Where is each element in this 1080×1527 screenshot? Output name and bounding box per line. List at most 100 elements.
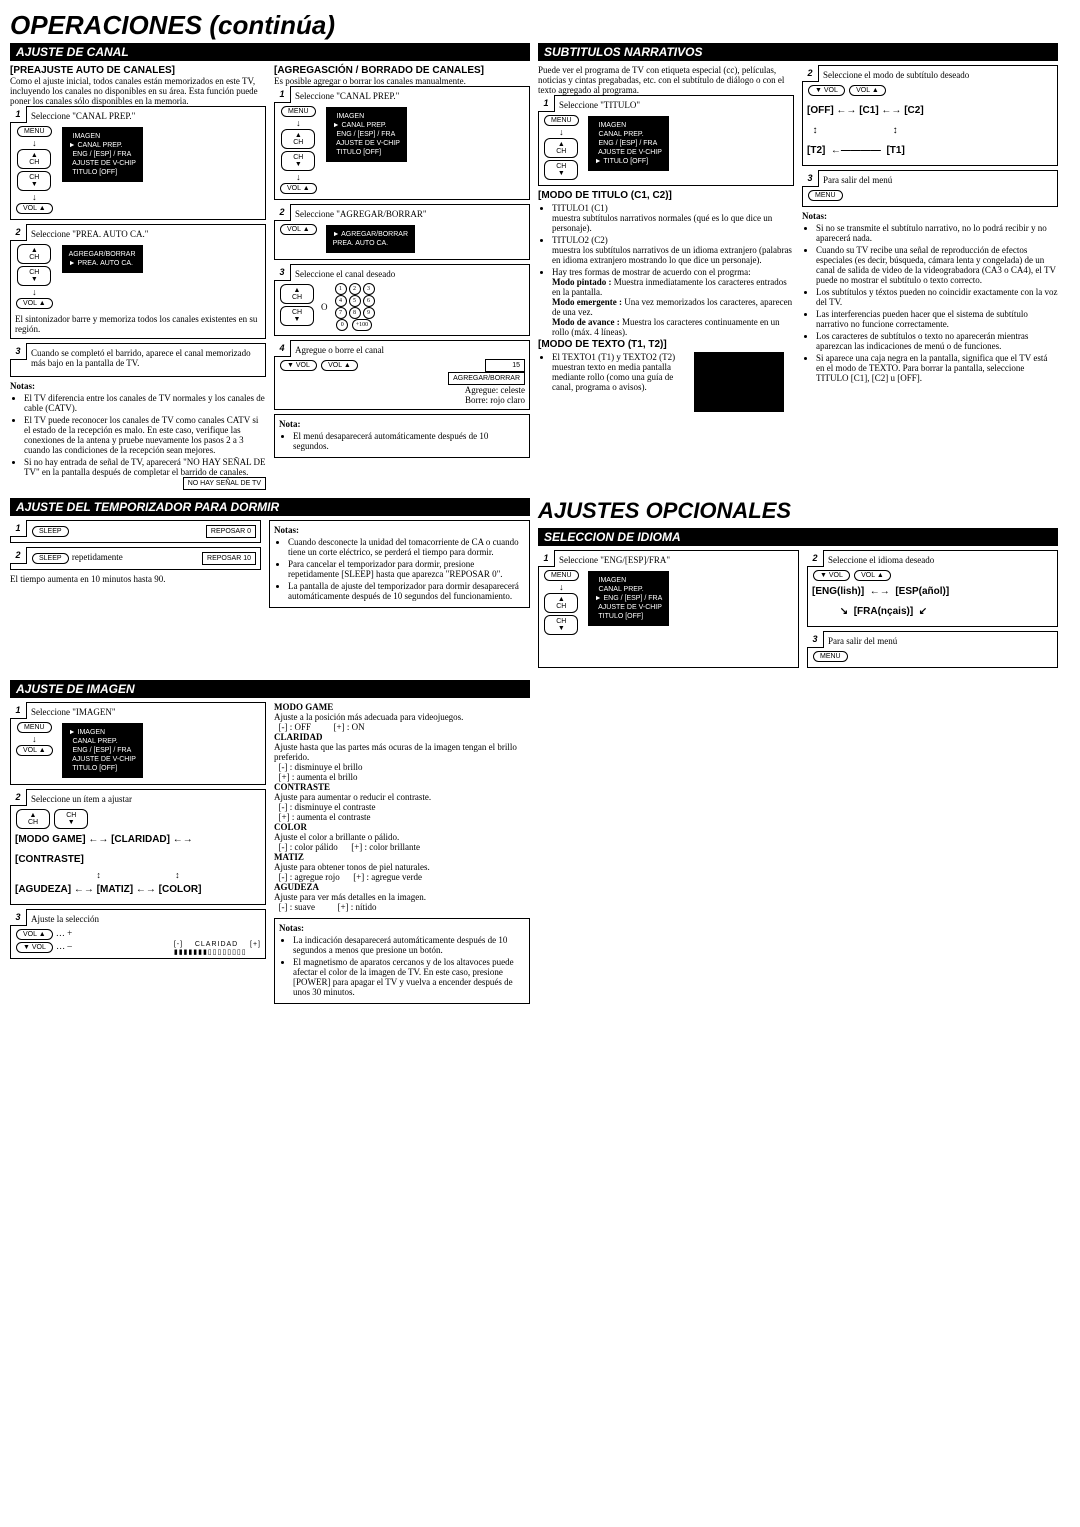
step-3: 3	[10, 343, 27, 360]
vol-up-button[interactable]: VOL ▲	[16, 203, 53, 214]
opt-title: AJUSTES OPCIONALES	[538, 498, 1058, 524]
agregar-intro: Es posible agregar o borrar los canales …	[274, 76, 530, 86]
step-1: 1	[538, 550, 555, 567]
preajuste-step1: Seleccione "CANAL PREP."	[31, 111, 261, 121]
plus-label: … +	[56, 928, 72, 938]
step-1: 1	[10, 702, 27, 719]
subt-n1: Si no se transmite el subtítulo narrativ…	[816, 223, 1058, 243]
vol-up-button[interactable]: VOL ▲	[280, 224, 317, 235]
menu-button[interactable]: MENU	[17, 722, 52, 733]
step-2: 2	[802, 65, 819, 82]
img-s3: Ajuste la selección	[31, 914, 261, 924]
vol-up-button[interactable]: VOL ▲	[16, 745, 53, 756]
vol-dn-button[interactable]: ▼ VOL	[280, 360, 317, 371]
vol-up-button[interactable]: VOL ▲	[854, 570, 891, 581]
add-del-label: AGREGAR/BORRAR	[448, 372, 525, 385]
number-pad[interactable]: 123 456 789 0 +100	[334, 283, 376, 331]
ch-dn-button[interactable]: CH ▼	[544, 160, 578, 180]
ch-dn-button[interactable]: CH ▼	[544, 615, 578, 635]
step-1: 1	[10, 106, 27, 123]
vol-up-button[interactable]: VOL ▲	[321, 360, 358, 371]
ma-desc: Ajuste para obtener tonos de piel natura…	[274, 862, 530, 872]
co-heading: CONTRASTE	[274, 782, 330, 792]
ch-up-button[interactable]: ▲ CH	[17, 244, 51, 264]
ch-up-button[interactable]: ▲ CH	[544, 138, 578, 158]
step-4: 4	[274, 340, 291, 357]
arrow-icon: ↓	[559, 582, 564, 592]
ma-heading: MATIZ	[274, 852, 304, 862]
cl-heading: CLARIDAD	[274, 732, 323, 742]
modo-titulo-heading: [MODO DE TITULO (C1, C2)]	[538, 190, 794, 201]
modo-texto-desc: El TEXTO1 (T1) y TEXTO2 (T2) muestran te…	[552, 352, 794, 412]
idioma-s1: Seleccione "ENG/[ESP]/FRA"	[559, 555, 794, 565]
step-3: 3	[807, 631, 824, 648]
notas-heading: Notas:	[274, 525, 299, 535]
ch-up-button[interactable]: ▲ CH	[281, 129, 315, 149]
temp-n3: La pantalla de ajuste del temporizador p…	[288, 581, 525, 601]
ma-r: [+] : agregue verde	[353, 872, 422, 882]
menu-screen: ► AGREGAR/BORRAR PREA. AUTO CA.	[326, 225, 415, 253]
add-label: Agregue: celeste	[365, 385, 525, 395]
section-idioma: SELECCION DE IDIOMA	[538, 528, 1058, 546]
cl-desc: Ajuste hasta que las partes más ocuras d…	[274, 742, 530, 762]
step-3: 3	[10, 909, 27, 926]
step-1: 1	[274, 86, 291, 103]
del-label: Borre: rojo claro	[365, 395, 525, 405]
menu-screen: IMAGEN CANAL PREP. ENG / [ESP] / FRA AJU…	[588, 116, 669, 171]
menu-button[interactable]: MENU	[544, 570, 579, 581]
menu-button[interactable]: MENU	[813, 651, 848, 662]
col-r: [+] : color brillante	[351, 842, 420, 852]
idioma-cycle: [ENG(lish)] ←→ [ESP(añol)] ↘ [FRA(nçais)…	[812, 582, 1053, 622]
ch-up-button[interactable]: ▲ CH	[280, 284, 314, 304]
ch-dn-button[interactable]: CH ▼	[17, 171, 51, 191]
agregar-nota: El menú desaparecerá automáticamente des…	[293, 431, 525, 451]
menu-screen: IMAGEN ► CANAL PREP. ENG / [ESP] / FRA A…	[62, 127, 143, 182]
vol-dn-button[interactable]: ▼ VOL	[16, 942, 53, 953]
step-3: 3	[802, 170, 819, 187]
vol-up-button[interactable]: VOL ▲	[16, 298, 53, 309]
mg-heading: MODO GAME	[274, 702, 333, 712]
sleep-button[interactable]: SLEEP	[32, 526, 69, 537]
idioma-s3: Para salir del menú	[828, 636, 1053, 646]
minus-label: … –	[56, 941, 72, 951]
ch-dn-button[interactable]: CH ▼	[281, 151, 315, 171]
vol-up-button[interactable]: VOL ▲	[280, 183, 317, 194]
ch-up-button[interactable]: ▲ CH	[544, 593, 578, 613]
menu-button[interactable]: MENU	[17, 126, 52, 137]
ch-up-button[interactable]: ▲ CH	[17, 149, 51, 169]
vol-up-button[interactable]: VOL ▲	[849, 85, 886, 96]
agregar-step1: Seleccione "CANAL PREP."	[295, 91, 525, 101]
subtitle-cycle: [OFF] ←→ [C1] ←→ [C2] ↕ ↕ [T2] ←———— [T1…	[807, 101, 1053, 161]
vol-up-button[interactable]: VOL ▲	[16, 929, 53, 940]
titulo2: TITULO2 (C2)muestra los subtítulos narra…	[552, 235, 794, 265]
temp-n2: Para cancelar el temporizador para dormi…	[288, 559, 525, 579]
co-r: [+] : aumenta el contraste	[279, 812, 371, 822]
vol-dn-button[interactable]: ▼ VOL	[808, 85, 845, 96]
menu-screen: ► IMAGEN CANAL PREP. ENG / [ESP] / FRA A…	[62, 723, 143, 778]
ch-dn-button[interactable]: CH ▼	[54, 809, 88, 829]
step-3: 3	[274, 264, 291, 281]
preajuste-nota1: El TV diferencia entre los canales de TV…	[24, 393, 266, 413]
ch-up-button[interactable]: ▲ CH	[16, 809, 50, 829]
ag-desc: Ajuste para ver más detalles en la image…	[274, 892, 530, 902]
no-signal-screen: NO HAY SEÑAL DE TV	[183, 477, 266, 490]
agregar-step3: Seleccione el canal deseado	[295, 269, 525, 279]
ch-dn-button[interactable]: CH ▼	[280, 306, 314, 326]
slider-display: [-] CLARIDAD [+] ▮▮▮▮▮▮▮▯▯▯▯▯▯▯▯	[174, 941, 261, 956]
preajuste-barrido: El sintonizador barre y memoriza todos l…	[15, 314, 261, 334]
section-temporizador: AJUSTE DEL TEMPORIZADOR PARA DORMIR	[10, 498, 530, 516]
reposar-screen: REPOSAR 10	[202, 552, 256, 565]
img-s2: Seleccione un ítem a ajustar	[31, 794, 261, 804]
ch-dn-button[interactable]: CH ▼	[17, 266, 51, 286]
menu-button[interactable]: MENU	[544, 115, 579, 126]
page-title: OPERACIONES (continúa)	[10, 10, 1070, 41]
menu-button[interactable]: MENU	[281, 106, 316, 117]
modo-texto-heading: [MODO DE TEXTO (T1, T2)]	[538, 339, 794, 350]
sleep-button[interactable]: SLEEP	[32, 553, 69, 564]
img-cycle2: [AGUDEZA] ←→ [MATIZ] ←→ [COLOR]	[15, 880, 261, 900]
notas-heading: Notas:	[10, 381, 35, 391]
step-2: 2	[10, 547, 27, 564]
heading-preajuste: [PREAJUSTE AUTO DE CANALES]	[10, 65, 266, 76]
vol-dn-button[interactable]: ▼ VOL	[813, 570, 850, 581]
menu-button[interactable]: MENU	[808, 190, 843, 201]
